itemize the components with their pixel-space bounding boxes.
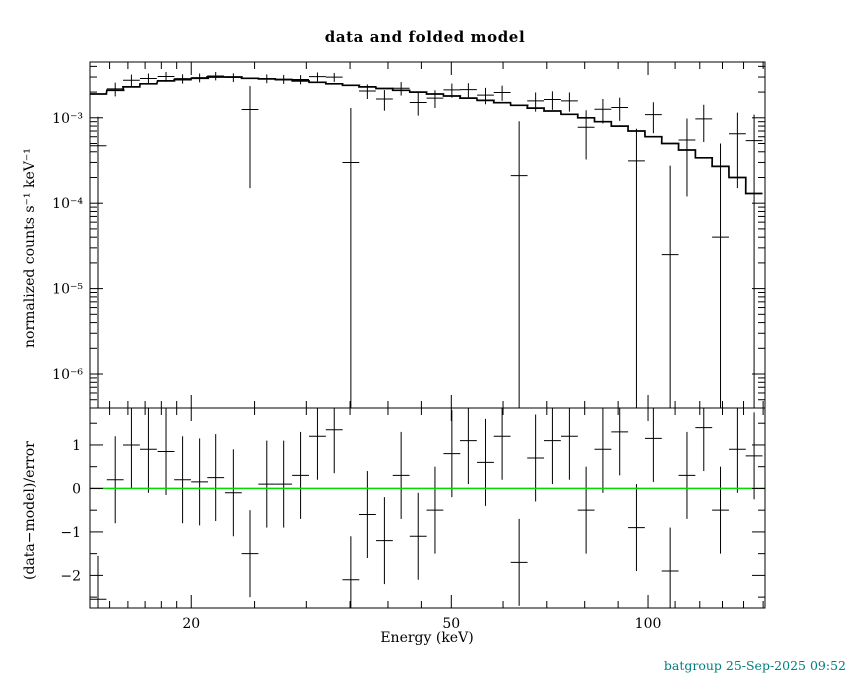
y-tick-label-top: 10⁻⁵	[52, 282, 83, 298]
residual-data-points	[90, 408, 763, 608]
y-tick-label-bottom: −1	[60, 525, 81, 541]
y-tick-label-top: 10⁻³	[52, 111, 83, 127]
panel-frames	[89, 61, 766, 609]
y-tick-label-top: 10⁻⁶	[52, 367, 83, 383]
x-axis-label: Energy (keV)	[380, 630, 474, 646]
y-axis-label-bottom: (data−model)/error	[22, 441, 38, 580]
footer-timestamp: batgroup 25-Sep-2025 09:52	[663, 658, 846, 673]
x-tick-label: 50	[442, 616, 460, 632]
x-tick-label: 20	[182, 616, 200, 632]
y-axis-label-top: normalized counts s⁻¹ keV⁻¹	[22, 148, 38, 348]
x-tick-label: 100	[635, 616, 662, 632]
y-tick-label-bottom: −2	[60, 568, 81, 584]
y-tick-label-bottom: 1	[72, 438, 81, 454]
plot-title: data and folded model	[324, 28, 526, 46]
y-tick-label-top: 10⁻⁴	[52, 196, 83, 212]
spectrum-data-points	[90, 71, 763, 408]
axis-ticks	[90, 62, 765, 608]
y-tick-label-bottom: 0	[72, 481, 81, 497]
tick-labels: 20 50 100 10⁻⁶ 10⁻⁵ 10⁻⁴ 10⁻³ −2 −1 0 1	[52, 111, 661, 632]
